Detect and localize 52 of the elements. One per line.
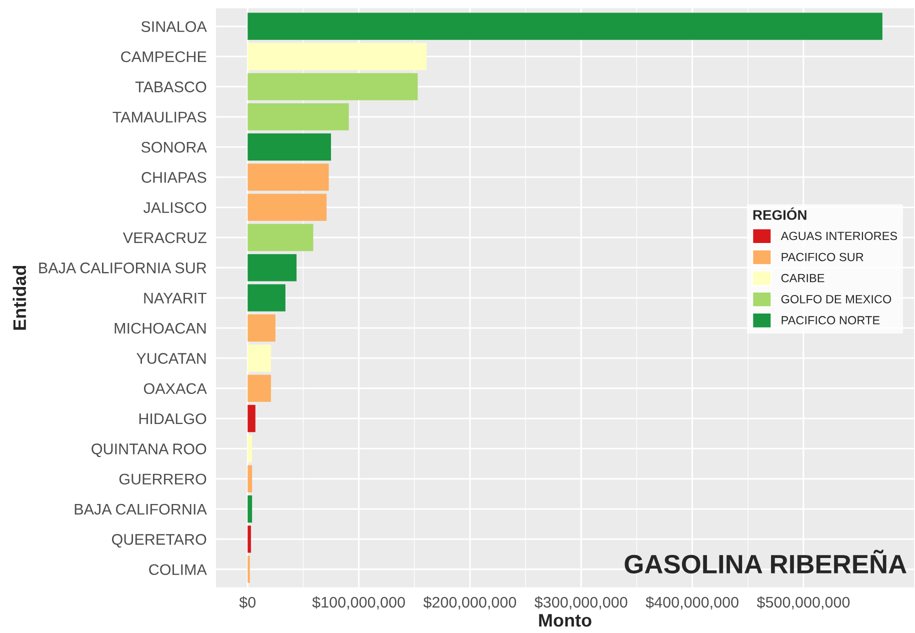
y-tick-label: SONORA <box>141 142 207 153</box>
x-tick-label: $200,000,000 <box>423 596 516 610</box>
bar <box>248 224 314 252</box>
y-tick-label: NAYARIT <box>144 292 207 304</box>
y-tick-label: QUERETARO <box>112 534 206 548</box>
bar <box>248 344 271 372</box>
bar <box>248 42 427 70</box>
bar <box>248 374 271 402</box>
y-tick-label: OAXACA <box>144 383 207 394</box>
y-tick-label: GUERRERO <box>119 474 206 485</box>
legend-label: AGUAS INTERIORES <box>780 232 898 240</box>
legend-label: PACIFICO NORTE <box>782 316 880 324</box>
annotation: GASOLINA RIBEREÑA <box>624 550 906 574</box>
y-tick-label: JALISCO <box>143 202 206 214</box>
y-tick-label: VERACRUZ <box>122 232 206 244</box>
x-tick-label: $100,000,000 <box>312 596 405 610</box>
bar <box>248 314 276 342</box>
y-tick-label: CAMPECHE <box>121 51 206 62</box>
x-axis-title: Monto <box>539 614 592 627</box>
y-tick-label: QUINTANA ROO <box>92 444 206 458</box>
bar <box>248 404 256 432</box>
y-tick-label: COLIMA <box>149 564 207 576</box>
y-tick-label: MICHOACAN <box>114 322 206 334</box>
y-tick-label: YUCATAN <box>136 353 206 364</box>
bar <box>248 12 882 40</box>
y-axis-title: Entidad <box>12 266 26 330</box>
x-tick-label: $500,000,000 <box>756 596 850 610</box>
x-tick-label: $0 <box>239 596 256 609</box>
y-tick-label: TABASCO <box>135 82 206 92</box>
bar <box>248 495 252 523</box>
bar <box>248 526 251 553</box>
y-tick-label: BAJA CALIFORNIA SUR <box>39 262 206 274</box>
bar <box>248 284 286 312</box>
x-tick-label: $400,000,000 <box>646 596 738 610</box>
bar <box>248 103 349 130</box>
y-tick-label: CHIAPAS <box>142 172 206 183</box>
x-tick-label: $300,000,000 <box>534 596 628 610</box>
y-tick-label: BAJA CALIFORNIA <box>74 504 207 515</box>
bar <box>248 73 418 100</box>
bar <box>248 254 297 282</box>
legend-label: CARIBE <box>781 274 824 282</box>
bar <box>248 194 327 221</box>
bar <box>248 133 331 161</box>
bar <box>248 164 329 191</box>
y-tick-label: HIDALGO <box>139 413 206 424</box>
y-tick-label: SINALOA <box>141 21 207 32</box>
y-tick-label: TAMAULIPAS <box>112 112 206 123</box>
legend-label: GOLFO DE MEXICO <box>781 294 892 304</box>
legend-label: PACIFICO SUR <box>782 252 864 262</box>
legend-title: REGIÓN <box>753 207 806 220</box>
bar <box>248 435 252 462</box>
bar <box>248 465 252 492</box>
